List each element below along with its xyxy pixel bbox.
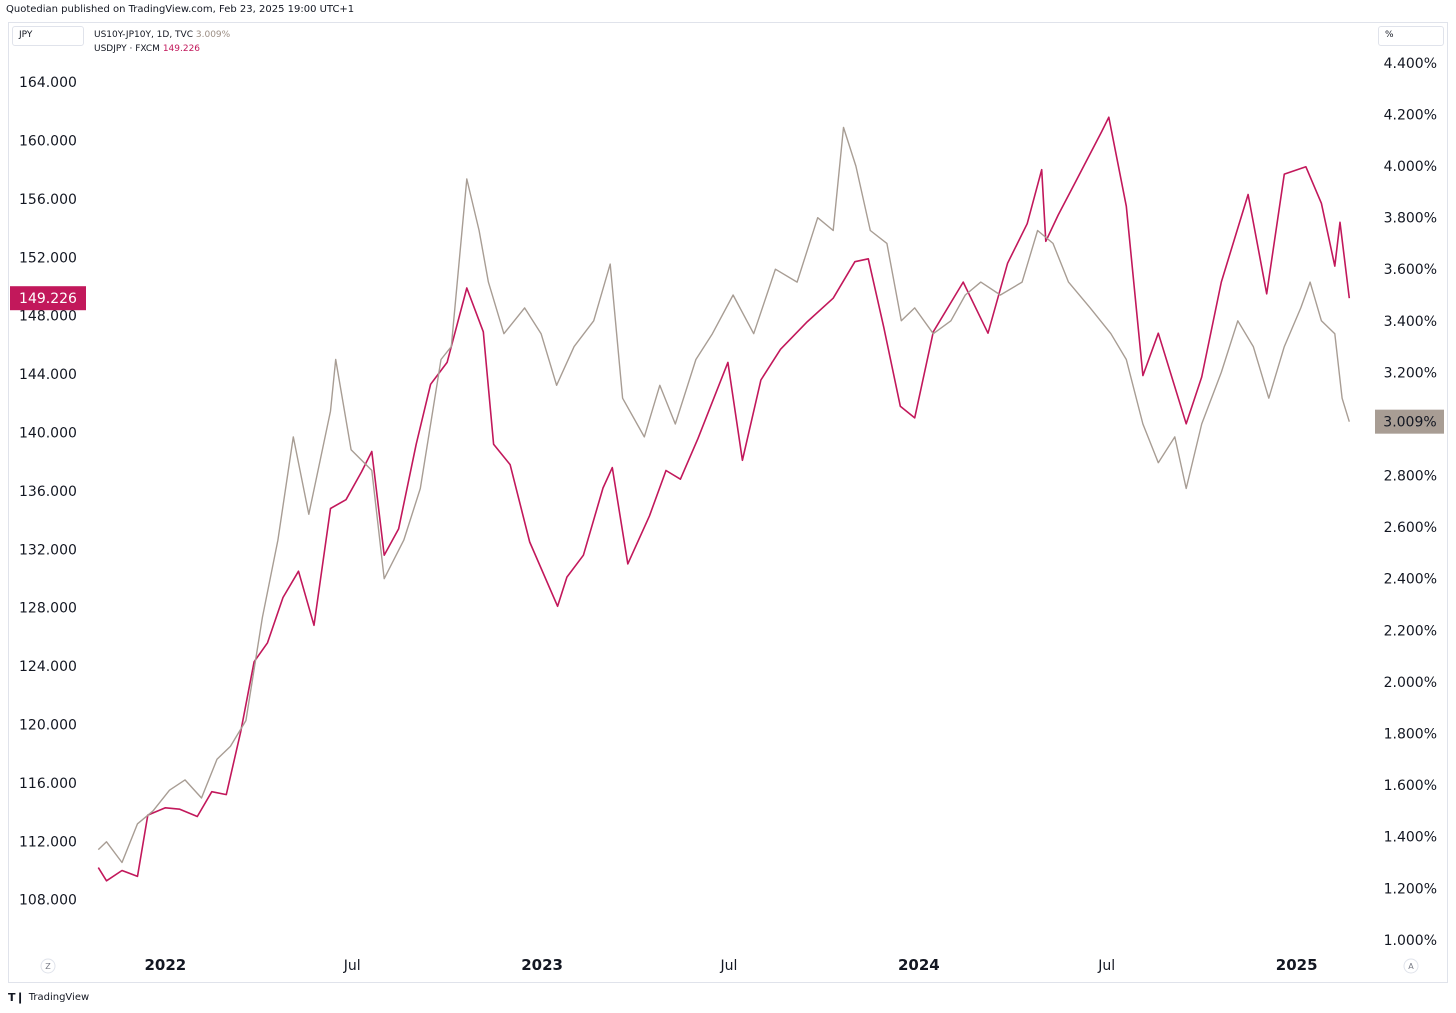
x-tick-label: 2022 <box>144 956 186 974</box>
last-price-badge-right <box>1375 409 1444 434</box>
y-left-tick-label: 116.000 <box>19 776 77 792</box>
y-left-tick-label: 112.000 <box>19 834 77 850</box>
y-left-tick-label: 164.000 <box>19 75 77 91</box>
y-right-tick-label: 3.200% <box>1384 365 1437 381</box>
y-left-tick-label: 148.000 <box>19 309 77 325</box>
y-left-tick-label: 124.000 <box>19 659 77 675</box>
y-right-tick-label: 2.000% <box>1384 675 1437 691</box>
last-value-labels: 149.226 3.009% <box>10 286 1444 434</box>
y-right-tick-label: 4.400% <box>1384 56 1437 72</box>
last-price-label-right: 3.009% <box>1383 415 1436 431</box>
y-left-tick-label: 120.000 <box>19 718 77 734</box>
y-left-tick-label: 156.000 <box>19 192 77 208</box>
y-right-tick-label: 1.600% <box>1384 778 1437 794</box>
legend-usdjpy-value: 149.226 <box>162 44 201 54</box>
y-right-tick-label: 1.800% <box>1384 727 1437 743</box>
zoom-button-z[interactable]: Z <box>40 958 56 974</box>
y-right-tick-label: 3.800% <box>1384 211 1437 227</box>
left-axis: 108.000 112.000 116.000 120.000 124.000 128.0… <box>19 75 77 909</box>
zoom-z-label: Z <box>45 962 51 971</box>
y-right-tick-label: 1.400% <box>1384 830 1437 846</box>
auto-scale-button[interactable]: A <box>1403 958 1419 974</box>
y-left-tick-label: 108.000 <box>19 893 77 909</box>
chart-frame <box>8 22 1448 983</box>
x-tick-label: 2023 <box>521 956 563 974</box>
auto-scale-label: A <box>1408 962 1414 971</box>
y-left-tick-label: 160.000 <box>19 134 77 150</box>
legend-spread-value: 3.009% <box>195 30 231 40</box>
x-tick-label: 2024 <box>898 956 940 974</box>
y-left-tick-label: 144.000 <box>19 367 77 383</box>
x-tick-label: 2025 <box>1276 956 1318 974</box>
left-scale-selector[interactable]: JPY <box>12 26 84 46</box>
y-left-tick-label: 128.000 <box>19 601 77 617</box>
y-right-tick-label: 1.200% <box>1384 881 1437 897</box>
y-right-tick-label: 2.200% <box>1384 623 1437 639</box>
tradingview-logo-icon: 𝗧❙ <box>8 991 25 1004</box>
y-left-tick-label: 136.000 <box>19 484 77 500</box>
legend-usdjpy[interactable]: USDJPY · FXCM 149.226 <box>94 42 230 56</box>
legend-spread[interactable]: US10Y-JP10Y, 1D, TVC 3.009% <box>94 28 230 42</box>
usdjpy-line <box>97 116 1351 882</box>
y-right-tick-label: 2.600% <box>1384 520 1437 536</box>
tradingview-brand: TradingView <box>28 992 90 1003</box>
y-left-tick-label: 132.000 <box>19 542 77 558</box>
series-lines <box>97 116 1351 882</box>
y-right-tick-label: 4.000% <box>1384 159 1437 175</box>
y-right-tick-label: 3.400% <box>1384 314 1437 330</box>
y-left-tick-label: 140.000 <box>19 426 77 442</box>
legend-spread-name: US10Y-JP10Y, 1D, TVC <box>94 30 193 40</box>
y-right-tick-label: 3.600% <box>1384 262 1437 278</box>
last-price-badge-left <box>10 286 86 311</box>
y-right-tick-label: 1.000% <box>1384 933 1437 949</box>
publish-header: Quotedian published on TradingView.com, … <box>6 4 355 15</box>
x-tick-label: Jul <box>1097 958 1115 974</box>
y-right-tick-label: 4.200% <box>1384 107 1437 123</box>
x-axis: 2022 Jul 2023 Jul 2024 Jul 2025 <box>144 956 1317 974</box>
last-price-label-left: 149.226 <box>19 291 77 307</box>
y-right-tick-label: 2.400% <box>1384 572 1437 588</box>
y-right-tick-label: 2.800% <box>1384 469 1437 485</box>
tradingview-footer[interactable]: 𝗧❙ TradingView <box>8 991 89 1004</box>
spread-line <box>97 126 1350 864</box>
y-left-tick-label: 152.000 <box>19 250 77 266</box>
chart-legend: US10Y-JP10Y, 1D, TVC 3.009% USDJPY · FXC… <box>94 28 230 56</box>
right-axis: 1.000% 1.200% 1.400% 1.600% 1.800% 2.000% 2.20… <box>1384 56 1437 949</box>
right-scale-selector[interactable]: % <box>1378 26 1444 46</box>
x-tick-label: Jul <box>719 958 737 974</box>
x-tick-label: Jul <box>343 958 361 974</box>
legend-usdjpy-name: USDJPY · FXCM <box>94 44 160 54</box>
